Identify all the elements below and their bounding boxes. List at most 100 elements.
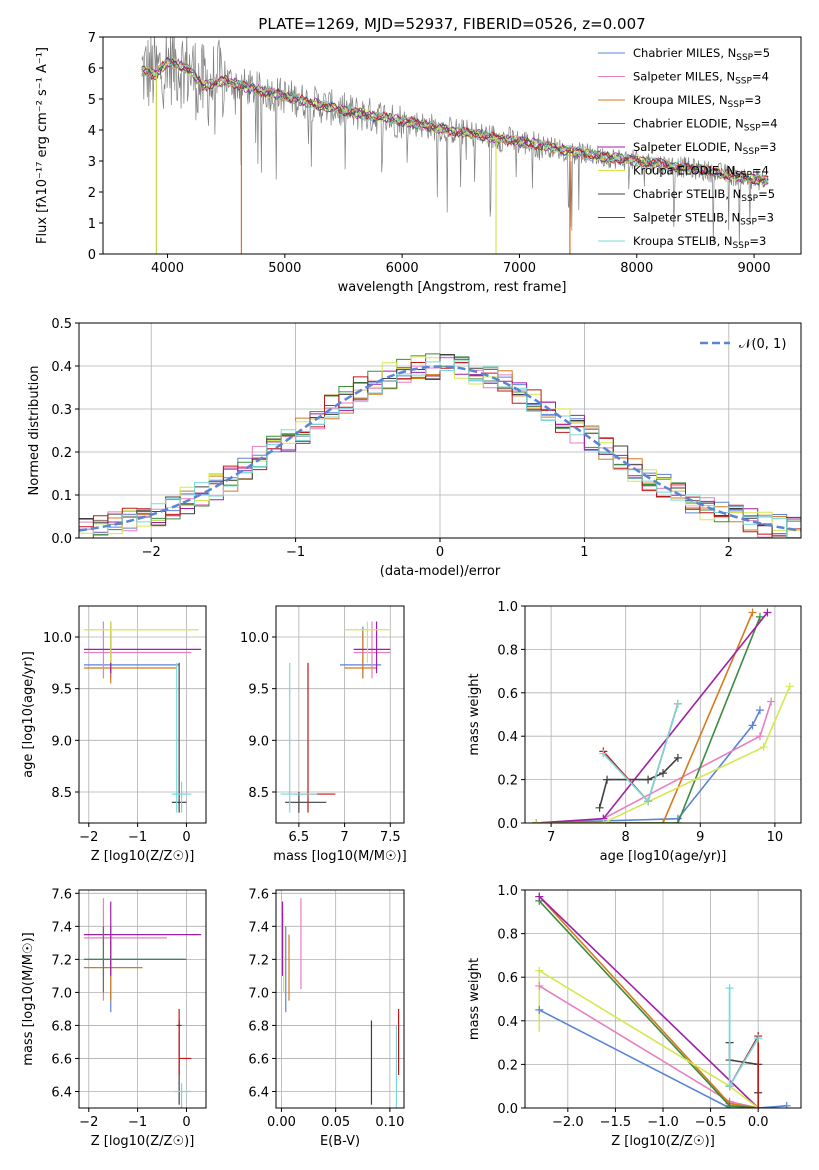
legend-label: Salpeter MILES, NSSP=4 — [633, 70, 769, 87]
y-tick-label: 6.8 — [51, 1019, 72, 1034]
y-tick-label: 0.6 — [497, 971, 518, 986]
x-tick-label: 10 — [767, 830, 784, 845]
weight-line — [538, 985, 759, 1108]
x-tick-label: 0.0 — [748, 1115, 769, 1130]
weight-marker — [725, 984, 734, 993]
y-tick-label: 0.2 — [497, 1058, 518, 1073]
x-tick-label: −1 — [128, 1115, 147, 1130]
x-tick-label: 7000 — [503, 261, 536, 276]
weight-marker — [603, 775, 612, 784]
y-tick-label: 6.8 — [248, 1019, 269, 1034]
weight-marker — [673, 819, 682, 823]
weight-line — [538, 1009, 787, 1108]
grid — [276, 890, 404, 1108]
grid — [79, 606, 206, 823]
panel-mass-weight-vs-age: 7 8 9 10 0.0 0.2 0.4 0.6 0.8 1.0 age [log10(age/yr… — [467, 600, 802, 864]
weight-line — [536, 612, 754, 823]
x-tick-label: 0.05 — [321, 1115, 350, 1130]
y-tick-label: 7.0 — [248, 986, 269, 1001]
weight-line — [602, 703, 679, 803]
grid — [79, 890, 206, 1108]
x-axis-label: mass [log10(M/M☉)] — [273, 849, 406, 864]
y-tick-label: 0.0 — [497, 817, 518, 832]
weight-marker — [644, 775, 653, 784]
weight-marker — [755, 612, 764, 621]
weight-marker — [532, 819, 541, 823]
axes-frame — [275, 605, 405, 824]
y-tick-label: 0.0 — [51, 532, 72, 547]
y-axis-label: mass weight — [467, 673, 482, 755]
x-tick-label: 0 — [436, 545, 444, 560]
model-spectrum-line — [141, 58, 769, 184]
x-tick-label: 6.5 — [289, 830, 310, 845]
weight-marker — [759, 743, 768, 752]
y-tick-label: 9.0 — [51, 734, 72, 749]
x-tick-label: −1 — [286, 545, 305, 560]
x-tick-label: −2 — [79, 1115, 98, 1130]
weight-marker — [754, 1104, 763, 1108]
weight-marker — [535, 966, 544, 975]
weight-marker — [755, 706, 764, 715]
weight-marker — [785, 682, 794, 691]
weight-marker — [644, 797, 653, 806]
panel-mass-vs-Z: −2 −1 0 6.4 6.6 6.8 7.0 7.2 7.4 7.6 Z [log10(Z/Z☉)… — [21, 887, 207, 1149]
x-tick-label: −1 — [128, 830, 147, 845]
x-tick-label: −2 — [142, 545, 161, 560]
plot-area — [141, 37, 769, 254]
y-tick-label: 7.4 — [248, 920, 269, 935]
y-tick-label: 9.5 — [248, 683, 269, 698]
y-tick-label: 0.3 — [51, 403, 72, 418]
y-tick-label: 7.4 — [51, 920, 72, 935]
x-axis-label: Z [log10(Z/Z☉)] — [91, 1134, 195, 1149]
weight-line — [538, 895, 759, 1108]
plot-area — [79, 353, 801, 538]
weight-marker — [535, 981, 544, 990]
weight-marker — [595, 803, 604, 812]
y-tick-label: 6.6 — [248, 1052, 269, 1067]
weight-marker — [782, 1101, 791, 1108]
panel-mass-weight-vs-Z: −2.0 −1.5 −1.0 −0.5 0.0 0.0 0.2 0.4 0.6 0.8 1.0 Z [… — [467, 884, 802, 1149]
y-axis-label: Flux [fλ10⁻¹⁷ erg cm⁻² s⁻¹ A⁻¹] — [35, 47, 50, 244]
x-tick-label: 0 — [182, 1115, 190, 1130]
axes-frame — [524, 889, 802, 1109]
y-axis-label: mass [log10(M/M☉)] — [21, 932, 36, 1065]
legend-label: Chabrier STELIB, NSSP=5 — [633, 187, 775, 204]
y-tick-label: 0.8 — [497, 928, 518, 943]
y-tick-label: 6.4 — [51, 1085, 72, 1100]
model-spectrum-line — [141, 56, 769, 184]
x-tick-label: 0.10 — [375, 1115, 404, 1130]
x-tick-label: 8 — [622, 830, 630, 845]
normal-curve — [79, 365, 801, 532]
legend-label: Kroupa STELIB, NSSP=3 — [633, 234, 766, 251]
x-tick-label: 6000 — [386, 261, 419, 276]
y-axis-label: Normed distribution — [27, 366, 42, 496]
axes-frame — [78, 322, 802, 539]
x-axis-label: age [log10(age/yr)] — [600, 849, 727, 864]
y-tick-label: 0 — [88, 248, 96, 263]
y-tick-label: 6.6 — [51, 1052, 72, 1067]
x-tick-label: 7.5 — [380, 830, 401, 845]
x-tick-label: 9 — [696, 830, 704, 845]
weight-marker — [599, 819, 608, 823]
weight-marker — [673, 753, 682, 762]
x-tick-label: 0 — [182, 830, 190, 845]
y-tick-label: 0.6 — [497, 687, 518, 702]
chart-title: PLATE=1269, MJD=52937, FIBERID=0526, z=0… — [258, 15, 645, 33]
weight-line — [536, 685, 791, 823]
weight-line — [536, 616, 761, 823]
legend-label: Kroupa MILES, NSSP=3 — [633, 93, 761, 110]
x-tick-label: 8000 — [620, 261, 653, 276]
x-tick-label: −0.5 — [695, 1115, 727, 1130]
x-axis-label: E(B-V) — [320, 1134, 360, 1149]
x-axis-label: Z [log10(Z/Z☉)] — [611, 1134, 715, 1149]
axes-frame — [78, 605, 207, 824]
model-spectrum-line — [141, 56, 769, 186]
weight-marker — [599, 749, 608, 758]
x-tick-label: 1 — [580, 545, 588, 560]
grid — [525, 605, 801, 824]
panel-mass-vs-ebv: 0.00 0.05 0.10 6.4 6.6 6.8 7.0 7.2 7.4 7.6 E(B-V) — [248, 887, 405, 1149]
model-spectrum-line — [141, 58, 769, 188]
y-tick-label: 3 — [88, 155, 96, 170]
legend-label: 𝒩(0, 1) — [739, 337, 786, 352]
x-axis-label: Z [log10(Z/Z☉)] — [91, 849, 195, 864]
